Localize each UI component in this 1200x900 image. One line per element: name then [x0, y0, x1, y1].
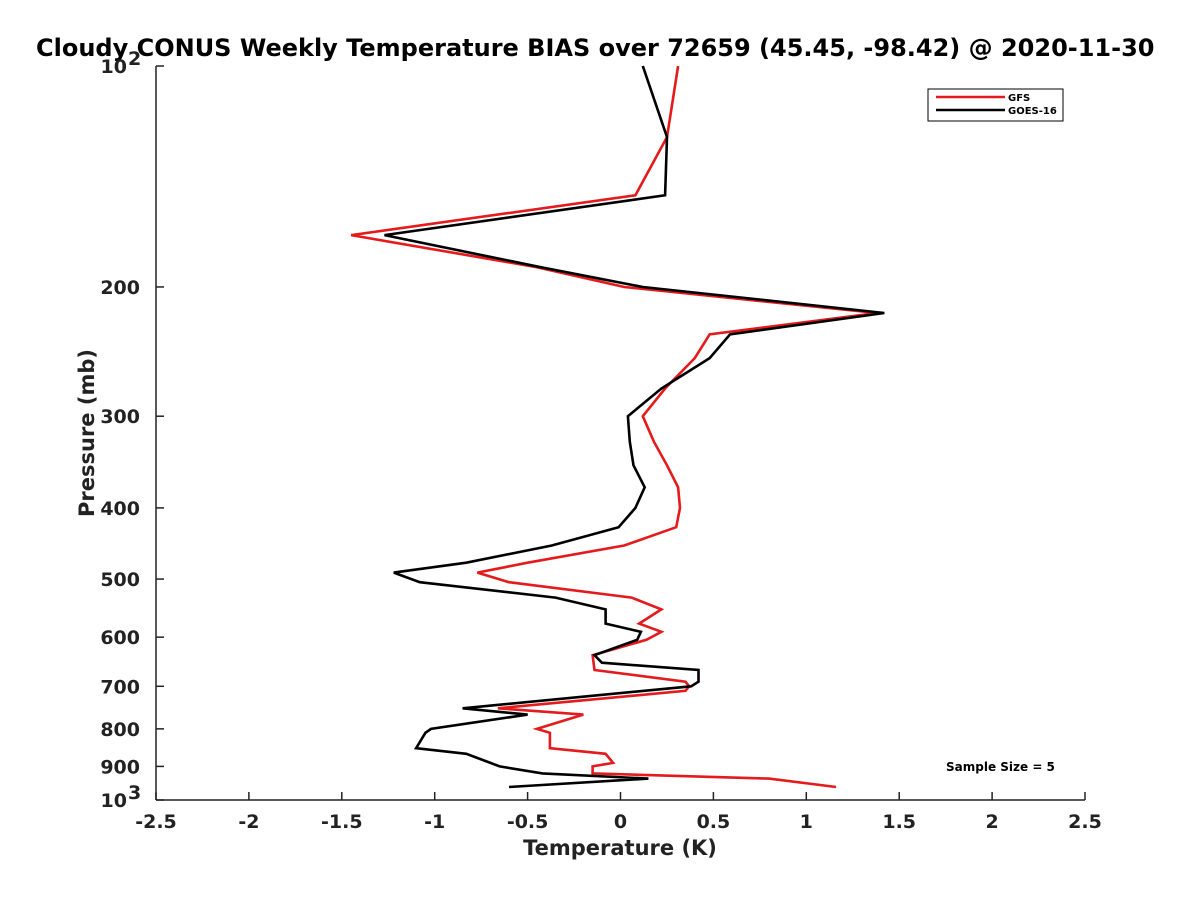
y-tick-exponent: 3 [128, 782, 141, 804]
y-tick-exponent: 2 [128, 48, 141, 70]
y-tick-label: 900 [100, 756, 140, 778]
y-tick-label: 800 [100, 719, 140, 741]
x-axis-label: Temperature (K) [523, 836, 717, 860]
y-tick-label: 200 [100, 277, 140, 299]
y-tick-label: 600 [100, 627, 140, 649]
x-tick-label: -0.5 [507, 811, 549, 833]
y-tick-label: 10 [101, 56, 127, 78]
x-tick-label: -2 [238, 811, 259, 833]
x-tick-label: 2.5 [1068, 811, 1102, 833]
x-tick-label: -1.5 [321, 811, 363, 833]
series-line-gfs [350, 65, 878, 789]
legend-box [927, 88, 1064, 122]
y-tick-label: 500 [100, 569, 140, 591]
x-tick-label: 2 [985, 811, 998, 833]
x-tick-label: -1 [424, 811, 445, 833]
y-axis-label: Pressure (mb) [75, 349, 99, 517]
x-tick-label: 0.5 [697, 811, 731, 833]
legend-label-goes16: GOES-16 [1008, 106, 1057, 117]
sample-size-annotation: Sample Size = 5 [946, 760, 1055, 774]
legend-label-gfs: GFS [1008, 93, 1030, 104]
y-tick-label: 700 [100, 676, 140, 698]
series-line-goes16 [384, 65, 885, 789]
x-ticks: -2.5 -2 -1.5 -1 -0.5 0 0.5 1 1.5 2 2.5 [135, 792, 1102, 833]
plot-area: -2.5 -2 -1.5 -1 -0.5 0 0.5 1 1.5 2 2.5 10 220030040… [100, 48, 1102, 833]
legend: GFS GOES-16 [927, 88, 1064, 122]
x-tick-label: 1 [800, 811, 813, 833]
x-tick-label: 0 [614, 811, 627, 833]
chart-title: Cloudy CONUS Weekly Temperature BIAS ove… [36, 34, 1154, 62]
y-tick-label: 10 [101, 790, 127, 812]
y-tick-label: 400 [100, 498, 140, 520]
series-layer [350, 65, 885, 789]
y-tick-label: 300 [100, 406, 140, 428]
x-tick-label: -2.5 [135, 811, 177, 833]
x-tick-label: 1.5 [882, 811, 916, 833]
